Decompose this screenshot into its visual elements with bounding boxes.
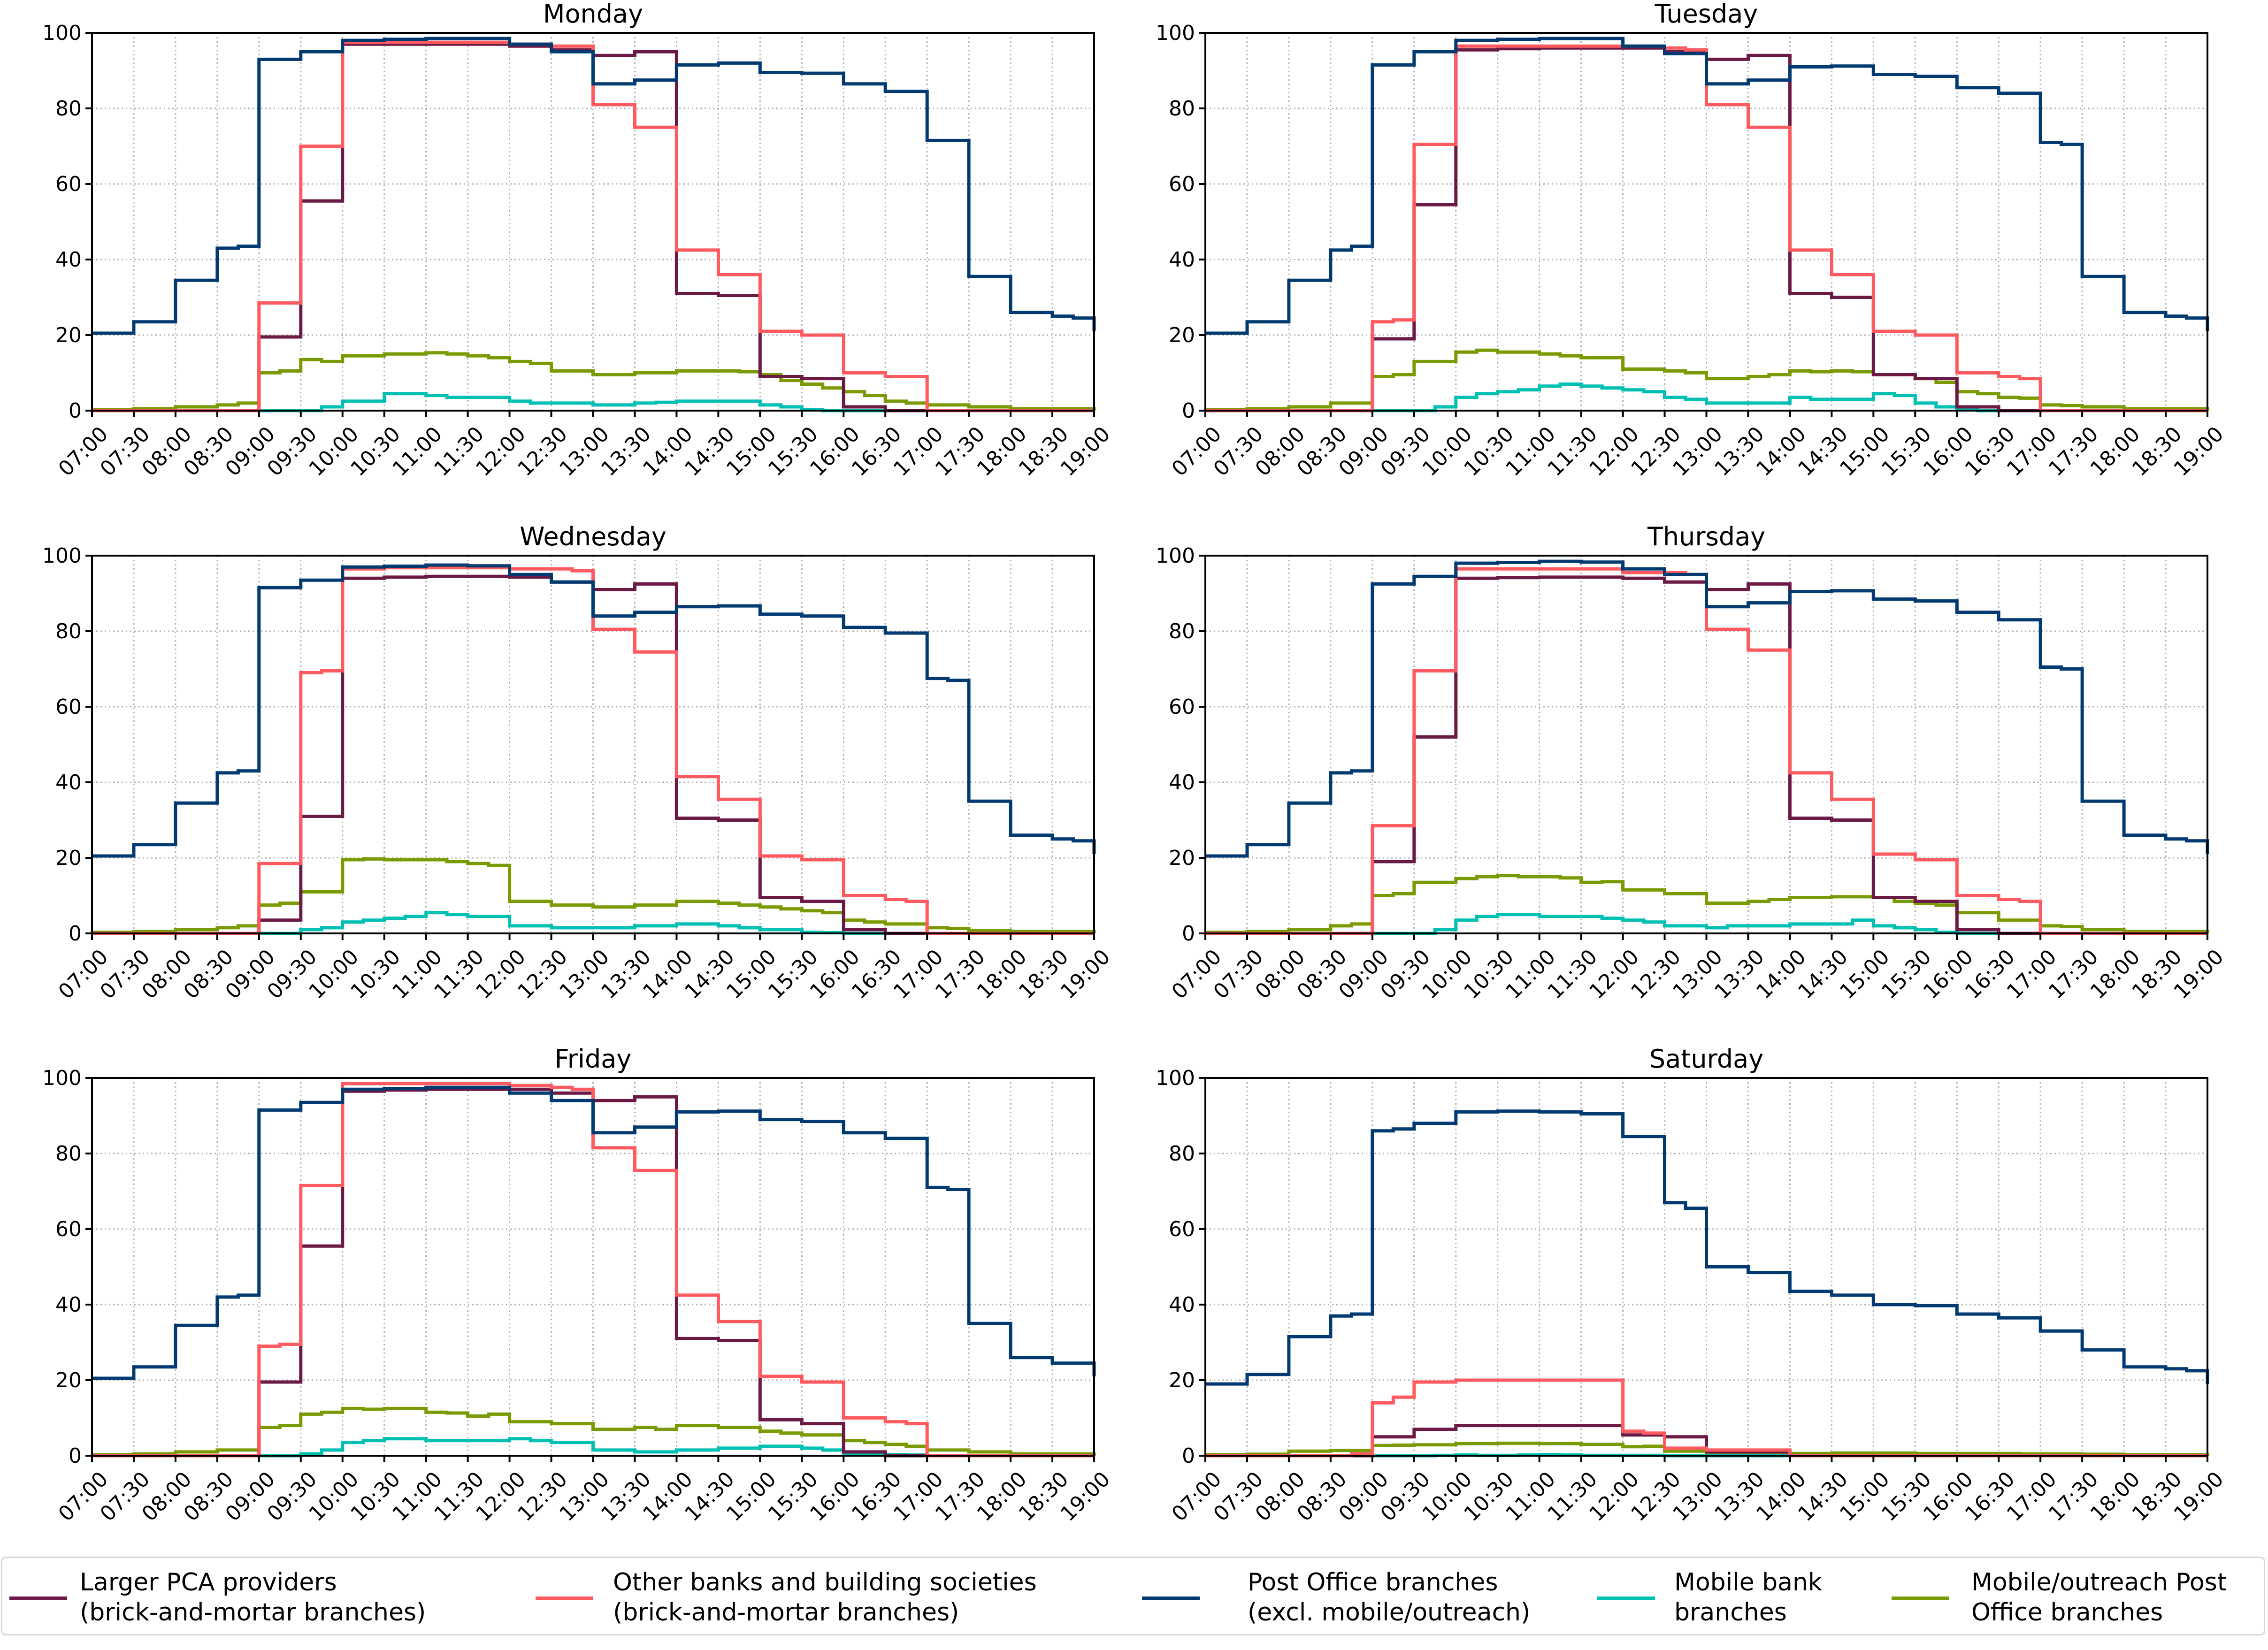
panel-title: Thursday (1647, 522, 1765, 551)
series-line-other (92, 566, 1094, 935)
series-line-outreach (92, 351, 1096, 412)
y-tick-label: 80 (1169, 1142, 1195, 1166)
series-line-outreach (92, 1406, 1096, 1457)
series-line-po (1205, 559, 2209, 858)
y-tick-label: 100 (42, 1066, 82, 1090)
y-tick-label: 60 (55, 1217, 82, 1241)
panel-saturday: 02040608010007:0007:3008:0008:3009:0009:… (1156, 1044, 2228, 1526)
series-line-outreach (92, 857, 1096, 934)
series-line-po (1205, 37, 2209, 335)
y-tick-label: 0 (69, 1444, 82, 1468)
series-line-po (92, 563, 1096, 858)
legend-label-mobile: Mobile bank branches (1674, 1568, 1823, 1627)
y-tick-label: 0 (69, 922, 82, 946)
y-tick-label: 80 (55, 1142, 82, 1166)
y-tick-label: 0 (1182, 399, 1195, 423)
panel-thursday: 02040608010007:0007:3008:0008:3009:0009:… (1156, 522, 2228, 1004)
series-line-outreach (1205, 348, 2209, 412)
y-tick-label: 20 (1169, 846, 1195, 870)
y-tick-label: 20 (55, 1368, 82, 1392)
legend: Larger PCA providers (brick-and-mortar b… (1, 1557, 2265, 1635)
series-line-other (1205, 44, 2207, 412)
series-line-outreach (1205, 874, 2209, 934)
series-line-po (92, 37, 1096, 335)
y-tick-label: 80 (55, 97, 82, 121)
y-tick-label: 0 (1182, 1444, 1195, 1468)
y-tick-label: 60 (55, 172, 82, 196)
panel-monday: 02040608010007:0007:3008:0008:3009:0009:… (42, 0, 1115, 481)
series-line-other (1205, 567, 2207, 935)
y-tick-label: 20 (55, 846, 82, 870)
series-line-other (92, 1082, 1094, 1458)
legend-label-outreach: Mobile/outreach Post Office branches (1971, 1568, 2227, 1627)
legend-label-pca: Larger PCA providers (brick-and-mortar b… (80, 1568, 426, 1627)
panel-title: Friday (555, 1044, 632, 1074)
y-tick-label: 60 (1169, 695, 1195, 719)
legend-swatch-outreach (1892, 1597, 1949, 1600)
series-group (92, 563, 1096, 935)
panel-title: Saturday (1649, 1044, 1763, 1074)
legend-swatch-mobile (1597, 1597, 1655, 1600)
series-line-po (1205, 1109, 2209, 1386)
y-tick-label: 40 (55, 771, 82, 794)
y-tick-label: 100 (42, 21, 82, 45)
y-tick-label: 100 (42, 544, 82, 568)
panel-tuesday: 02040608010007:0007:3008:0008:3009:0009:… (1156, 0, 2228, 481)
series-line-po (92, 1085, 1096, 1380)
legend-label-po: Post Office branches (excl. mobile/outre… (1248, 1568, 1531, 1627)
legend-label-other: Other banks and building societies (bric… (613, 1568, 1037, 1627)
panel-wednesday: 02040608010007:0007:3008:0008:3009:0009:… (42, 522, 1115, 1004)
y-tick-label: 60 (55, 695, 82, 719)
series-group (1205, 559, 2209, 935)
y-tick-label: 100 (1156, 544, 1195, 568)
y-tick-label: 0 (69, 399, 82, 423)
y-tick-label: 60 (1169, 172, 1195, 196)
series-group (1205, 37, 2209, 412)
panel-title: Tuesday (1655, 0, 1758, 29)
y-tick-label: 40 (55, 1293, 82, 1317)
panel-title: Monday (543, 0, 643, 29)
legend-swatch-pca (9, 1597, 67, 1600)
series-group (92, 1082, 1096, 1458)
y-tick-label: 40 (1169, 771, 1195, 794)
y-tick-label: 20 (55, 323, 82, 347)
legend-swatch-po (1142, 1597, 1200, 1600)
y-tick-label: 80 (1169, 97, 1195, 121)
y-tick-label: 80 (1169, 619, 1195, 643)
y-tick-label: 40 (1169, 248, 1195, 272)
series-line-other (92, 40, 1094, 412)
y-tick-label: 0 (1182, 922, 1195, 946)
y-tick-label: 100 (1156, 21, 1195, 45)
series-line-mobile (92, 1437, 1094, 1458)
y-tick-label: 100 (1156, 1066, 1195, 1090)
panel-title: Wednesday (520, 522, 667, 551)
small-multiples-chart: 02040608010007:0007:3008:0008:3009:0009:… (42, 0, 2228, 1526)
y-tick-label: 60 (1169, 1217, 1195, 1241)
panel-friday: 02040608010007:0007:3008:0008:3009:0009:… (42, 1044, 1115, 1526)
y-tick-label: 80 (55, 619, 82, 643)
y-tick-label: 40 (1169, 1293, 1195, 1317)
y-tick-label: 20 (1169, 1368, 1195, 1392)
y-tick-label: 40 (55, 248, 82, 272)
legend-swatch-other (536, 1597, 593, 1600)
y-tick-label: 20 (1169, 323, 1195, 347)
